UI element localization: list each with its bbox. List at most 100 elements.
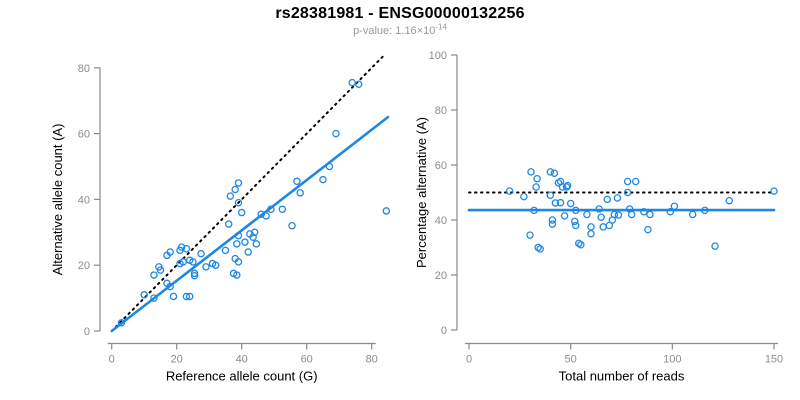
data-point xyxy=(563,181,572,190)
data-point xyxy=(241,238,249,246)
data-point xyxy=(631,177,640,186)
data-point xyxy=(257,210,265,218)
x-tick-label: 0 xyxy=(109,354,115,366)
data-point xyxy=(140,291,148,299)
data-point xyxy=(117,319,126,327)
data-point xyxy=(688,210,697,219)
data-point xyxy=(587,223,595,231)
data-point xyxy=(560,212,569,220)
data-point xyxy=(293,177,301,186)
data-point xyxy=(520,192,528,201)
data-point xyxy=(548,220,557,228)
data-point xyxy=(150,294,158,302)
data-point xyxy=(770,187,778,195)
data-point xyxy=(249,233,257,241)
data-point xyxy=(530,206,538,215)
data-point xyxy=(179,258,187,266)
data-point xyxy=(556,198,565,207)
data-point xyxy=(267,205,275,214)
data-point xyxy=(587,229,595,238)
data-point xyxy=(252,240,261,248)
data-point xyxy=(640,207,648,216)
data-point xyxy=(288,221,296,230)
x-tick-label: 100 xyxy=(663,354,681,366)
data-point xyxy=(169,292,178,301)
data-point xyxy=(244,248,252,256)
data-point xyxy=(546,168,555,176)
pvalue-exponent: -14 xyxy=(435,22,447,32)
data-point xyxy=(234,231,243,240)
data-point xyxy=(177,243,186,251)
x-tick-label: 20 xyxy=(171,354,183,366)
x-tick-label: 150 xyxy=(765,354,783,366)
identity-line xyxy=(110,53,386,332)
percentage-vs-reads-scatter-plot: 0 20 40 60 80 100 0 50 100 150 Total number of rea… xyxy=(414,50,783,384)
data-point xyxy=(548,216,557,224)
data-point xyxy=(725,196,734,205)
data-point xyxy=(546,191,555,199)
data-point xyxy=(595,205,603,213)
data-point xyxy=(627,210,636,219)
y-tick-label: 80 xyxy=(435,105,447,117)
data-point xyxy=(382,207,391,215)
y-tick-label: 60 xyxy=(435,160,447,172)
data-point xyxy=(233,271,241,279)
y-tick-label: 20 xyxy=(78,260,90,272)
data-point xyxy=(237,208,246,217)
data-point xyxy=(583,210,591,219)
data-point xyxy=(570,217,579,226)
data-point xyxy=(562,183,571,191)
data-point xyxy=(536,245,544,253)
data-point xyxy=(348,78,356,87)
x-tick-label: 40 xyxy=(236,354,248,366)
data-point xyxy=(233,240,241,248)
data-point xyxy=(262,212,270,220)
y-tick-label: 100 xyxy=(429,50,447,62)
data-point xyxy=(614,211,623,219)
y-tick-label: 40 xyxy=(78,194,90,206)
data-point xyxy=(202,263,210,271)
data-point xyxy=(597,213,605,221)
x-tick-label: 60 xyxy=(301,354,313,366)
data-point xyxy=(599,223,607,231)
data-point xyxy=(231,185,239,194)
data-point xyxy=(550,169,559,177)
chart-title: rs28381981 - ENSG00000132256 xyxy=(275,5,525,22)
data-point xyxy=(234,179,243,187)
data-point xyxy=(182,292,191,301)
data-point xyxy=(644,225,652,234)
data-point xyxy=(571,221,580,230)
data-point xyxy=(532,183,540,191)
y-tick-label: 0 xyxy=(84,326,90,338)
data-point xyxy=(234,258,243,266)
x-tick-label: 50 xyxy=(565,354,577,366)
data-point xyxy=(278,205,287,214)
data-point xyxy=(613,194,622,202)
data-point xyxy=(533,174,541,183)
fit-line xyxy=(110,115,390,333)
data-point xyxy=(571,206,580,215)
data-point xyxy=(646,210,654,219)
data-point xyxy=(603,195,612,204)
chart-header: rs28381981 - ENSG00000132256 p-value: 1.… xyxy=(0,5,800,37)
pvalue-text: p-value: 1.16×10 xyxy=(353,25,436,37)
data-point xyxy=(319,175,327,184)
data-point xyxy=(711,242,719,250)
data-point xyxy=(670,202,679,210)
data-point xyxy=(190,271,199,280)
data-point xyxy=(605,221,614,230)
data-point xyxy=(526,231,534,239)
data-point xyxy=(166,248,174,256)
data-point xyxy=(250,228,259,237)
data-point xyxy=(577,240,585,249)
data-point xyxy=(190,269,199,278)
chart-subtitle: p-value: 1.16×10-14 xyxy=(0,22,800,37)
x-axis-title: Total number of reads xyxy=(559,369,685,384)
data-point xyxy=(701,206,709,215)
y-tick-label: 40 xyxy=(435,215,447,227)
data-point xyxy=(325,162,334,171)
data-point xyxy=(166,282,174,291)
data-point xyxy=(623,177,632,186)
x-tick-label: 80 xyxy=(366,354,378,366)
